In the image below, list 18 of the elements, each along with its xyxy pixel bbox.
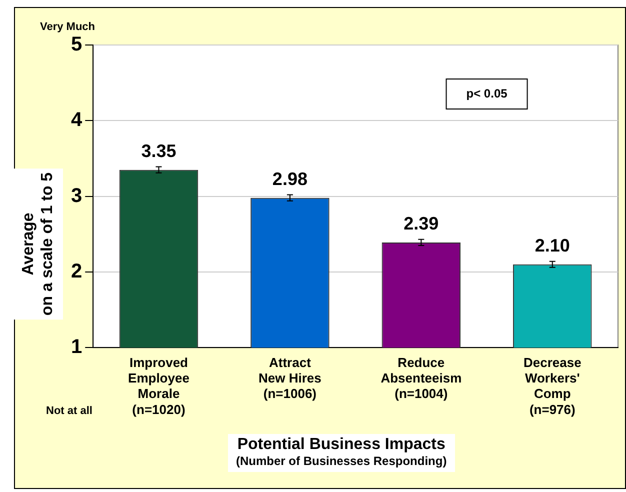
x-tick-label: Improved Employee Morale (n=1020) [128,354,190,417]
text: Very Much [40,21,96,34]
text: Not at all [46,405,92,418]
x-tick-label: Reduce Absenteeism (n=1004) [380,354,462,402]
x-axis-title: Potential Business Impacts (Number of Businesses Responding) [236,436,447,470]
y-tick-label: 5 [71,34,82,56]
x-tick-label: Attract New Hires (n=1006) [258,354,322,402]
data-label: 3.35 [141,140,176,161]
y-axis-title: Average on a scale of 1 to 5 [13,168,63,320]
y-tick-label: 4 [71,109,83,132]
x-tick-label: Decrease Workers' Comp (n=976) [523,354,582,417]
data-label: 2.39 [404,213,439,234]
data-label: 2.10 [534,235,570,256]
y-tick-label: 2 [71,260,82,282]
y-tick-label: 3 [71,184,82,207]
data-label: 2.98 [272,168,308,189]
annotation: p< 0.05 [466,86,508,100]
y-tick-label: 1 [71,336,82,358]
